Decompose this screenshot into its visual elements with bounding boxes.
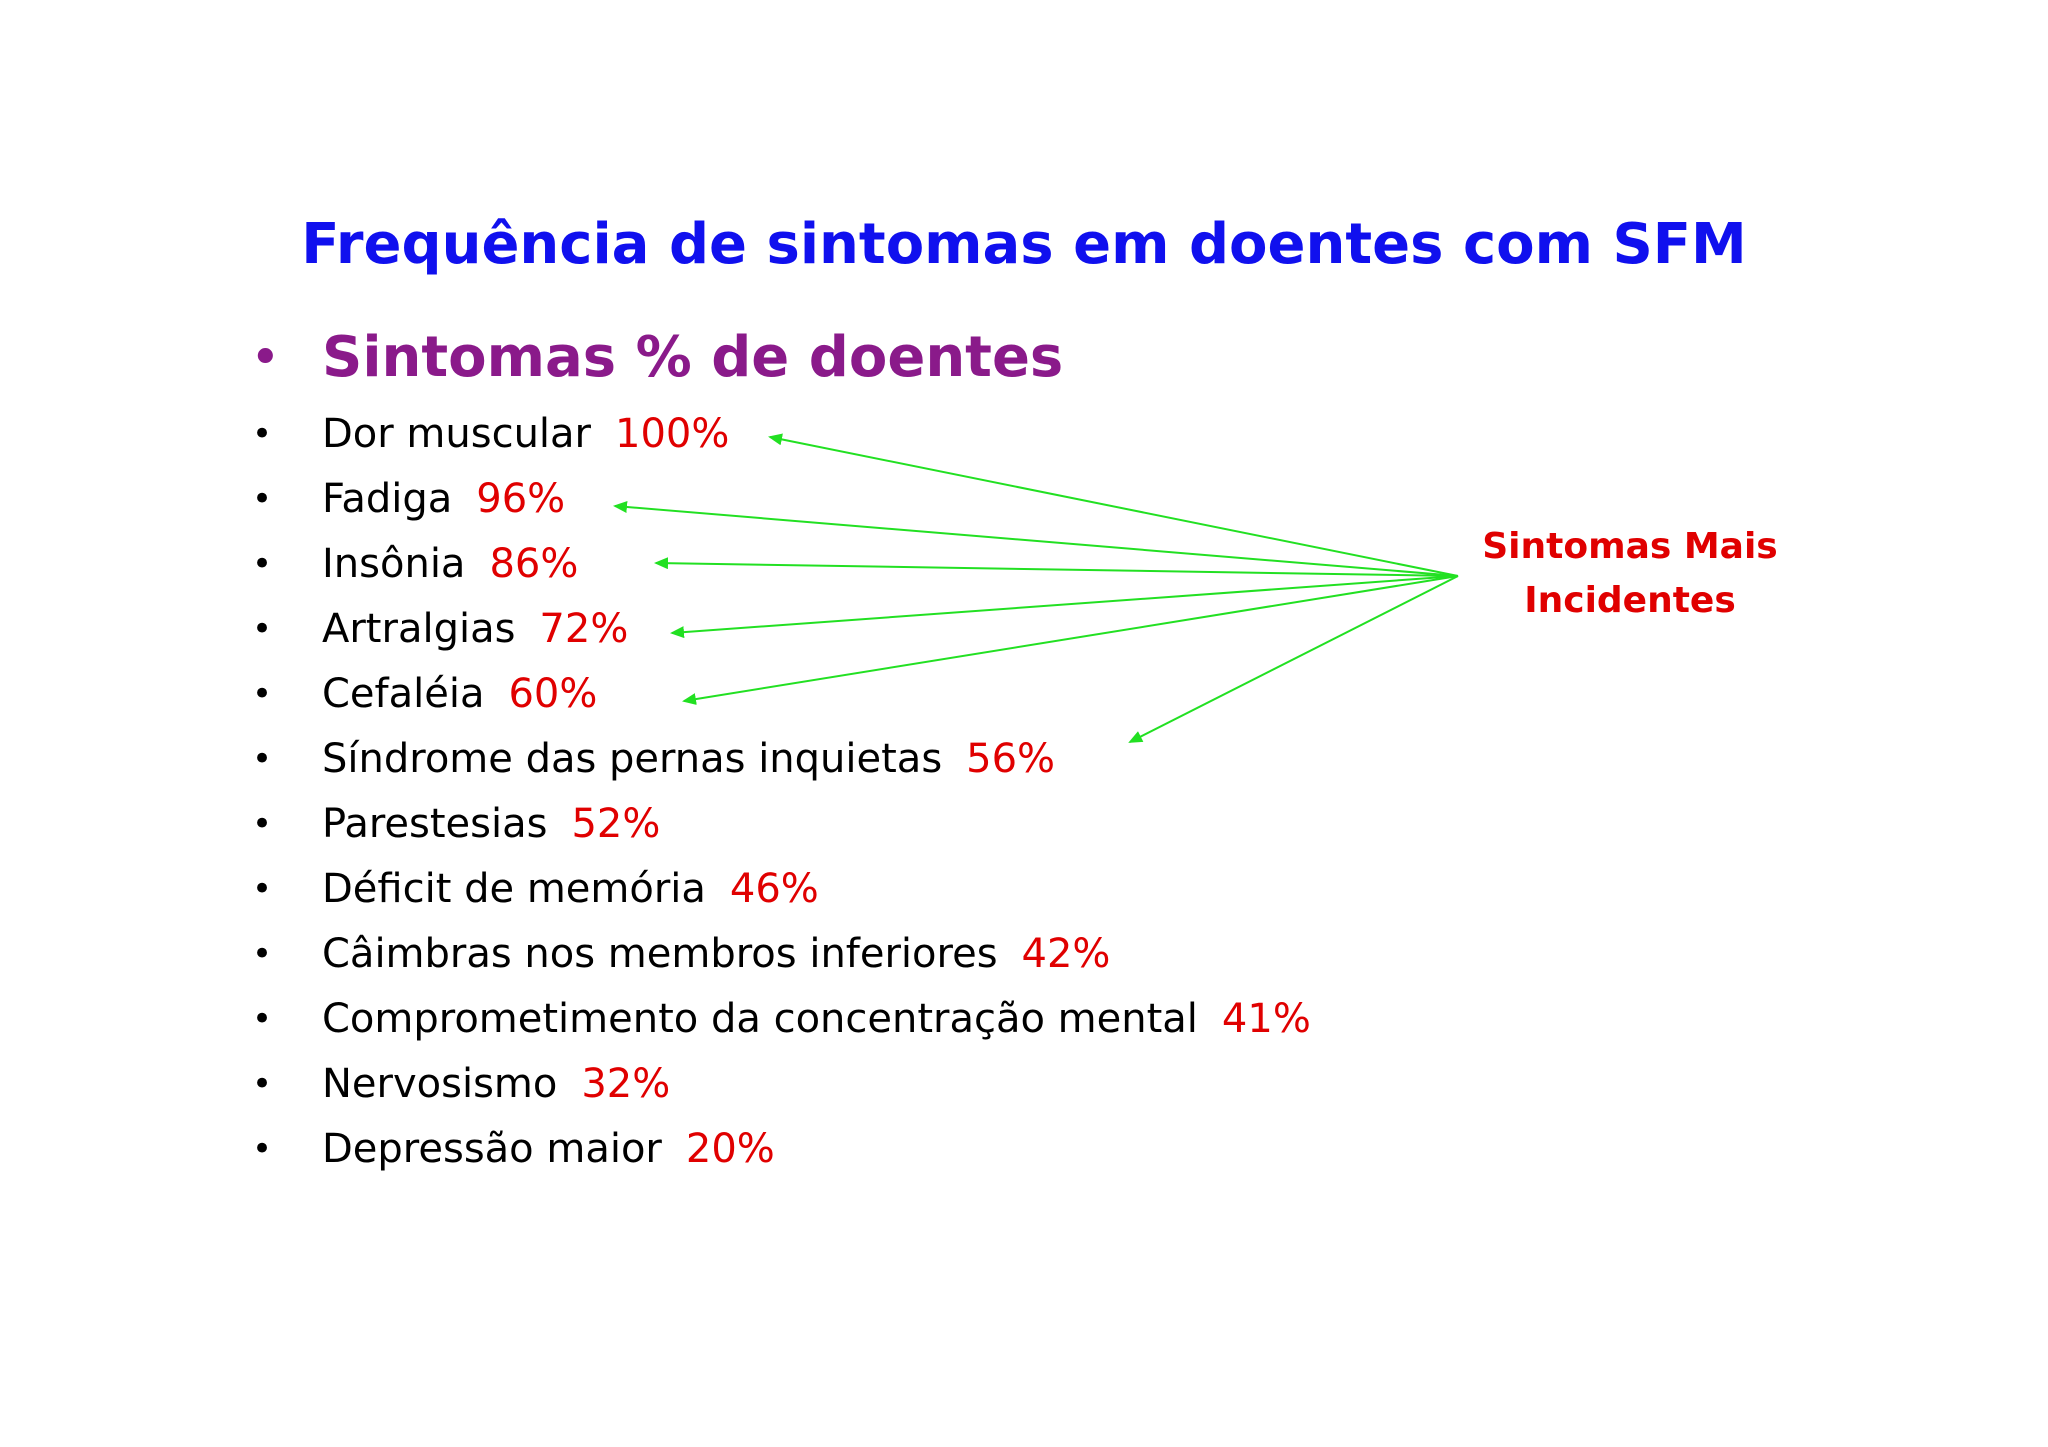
bullet-icon: • (252, 869, 273, 909)
callout-label: Sintomas Mais Incidentes (1480, 520, 1780, 628)
symptom-percent: 100% (615, 411, 730, 457)
symptom-label: Artralgias (322, 606, 516, 652)
symptom-percent: 96% (476, 476, 566, 522)
bullet-icon: • (252, 999, 273, 1039)
heading-bullet-icon: • (250, 328, 281, 388)
symptom-percent: 52% (571, 801, 661, 847)
arrow-line (613, 501, 1459, 577)
heading-text: Sintomas % de doentes (322, 325, 1064, 390)
symptom-label: Cefaléia (322, 671, 485, 717)
bullet-icon: • (252, 544, 273, 584)
bullet-icon: • (252, 1129, 273, 1169)
symptom-percent: 72% (539, 606, 629, 652)
callout-line-2: Incidentes (1524, 580, 1736, 621)
arrow-line (1128, 575, 1459, 743)
bullet-icon: • (252, 674, 273, 714)
bullet-icon: • (252, 414, 273, 454)
symptom-label: Dor muscular (322, 411, 592, 457)
symptom-percent: 32% (581, 1061, 671, 1107)
slide-title: Frequência de sintomas em doentes com SF… (301, 212, 1747, 277)
callout-line-1: Sintomas Mais (1482, 526, 1778, 567)
symptom-label: Comprometimento da concentração mental (322, 996, 1198, 1042)
symptom-label: Nervosismo (322, 1061, 558, 1107)
bullet-icon: • (252, 804, 273, 844)
symptom-label: Câimbras nos membros inferiores (322, 931, 998, 977)
symptom-percent: 46% (729, 866, 819, 912)
arrow-line (682, 575, 1459, 706)
symptom-percent: 86% (489, 541, 579, 587)
bullet-icon: • (252, 479, 273, 519)
symptom-label: Síndrome das pernas inquietas (322, 736, 943, 782)
bullet-icon: • (252, 739, 273, 779)
symptom-percent: 60% (508, 671, 598, 717)
bullet-icon: • (252, 934, 273, 974)
symptom-percent: 20% (685, 1126, 775, 1172)
symptom-percent: 56% (966, 736, 1056, 782)
symptom-percent: 42% (1021, 931, 1111, 977)
symptom-label: Parestesias (322, 801, 548, 847)
symptom-label: Depressão maior (322, 1126, 662, 1172)
symptom-label: Fadiga (322, 476, 453, 522)
arrow-line (768, 433, 1459, 577)
symptom-percent: 41% (1221, 996, 1311, 1042)
bullet-icon: • (252, 1064, 273, 1104)
arrow-line (670, 575, 1459, 639)
symptom-label: Insônia (322, 541, 466, 587)
bullet-icon: • (252, 609, 273, 649)
arrow-line (654, 557, 1459, 577)
symptom-label: Déficit de memória (322, 866, 706, 912)
